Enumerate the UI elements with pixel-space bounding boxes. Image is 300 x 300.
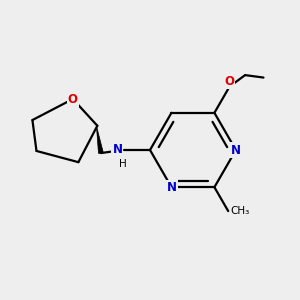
Text: CH₃: CH₃ [231, 206, 250, 216]
Text: N: N [112, 143, 122, 156]
Text: H: H [118, 159, 126, 169]
Text: N: N [167, 181, 176, 194]
Text: O: O [68, 92, 78, 106]
Text: N: N [231, 143, 241, 157]
Polygon shape [96, 126, 103, 153]
Text: O: O [224, 75, 234, 88]
